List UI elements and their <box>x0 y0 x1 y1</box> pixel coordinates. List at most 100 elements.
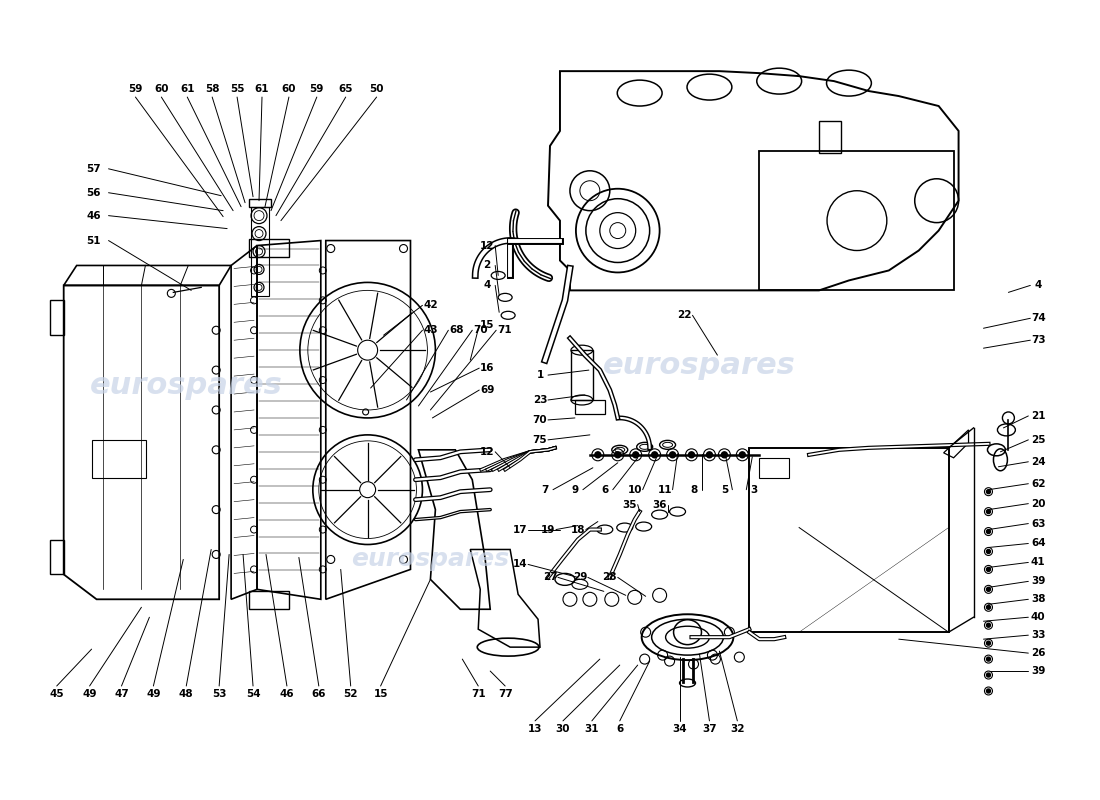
Circle shape <box>987 490 990 494</box>
Circle shape <box>632 452 639 458</box>
Circle shape <box>722 452 727 458</box>
Text: 9: 9 <box>571 485 579 494</box>
Text: 46: 46 <box>279 689 294 699</box>
Text: 1: 1 <box>537 370 543 380</box>
Text: 60: 60 <box>282 84 296 94</box>
Text: 5: 5 <box>720 485 728 494</box>
Circle shape <box>987 689 990 693</box>
Text: 18: 18 <box>571 525 585 534</box>
Text: 57: 57 <box>86 164 101 174</box>
Text: 61: 61 <box>180 84 195 94</box>
Text: 17: 17 <box>513 525 527 534</box>
Text: 71: 71 <box>471 689 485 699</box>
Text: 15: 15 <box>373 689 388 699</box>
Text: 25: 25 <box>1031 435 1045 445</box>
Text: 36: 36 <box>652 500 667 510</box>
Text: 70: 70 <box>473 326 487 335</box>
Text: 71: 71 <box>497 326 512 335</box>
Text: 52: 52 <box>343 689 358 699</box>
Text: 45: 45 <box>50 689 64 699</box>
Text: 48: 48 <box>179 689 194 699</box>
Text: 73: 73 <box>1031 335 1046 346</box>
Text: 22: 22 <box>678 310 692 320</box>
Text: 39: 39 <box>1031 666 1045 676</box>
Text: 2: 2 <box>484 261 491 270</box>
Bar <box>249 238 289 257</box>
Circle shape <box>987 567 990 571</box>
Text: eurospares: eurospares <box>351 547 509 571</box>
Text: 37: 37 <box>702 724 717 734</box>
Circle shape <box>987 641 990 645</box>
Text: 13: 13 <box>528 724 542 734</box>
Circle shape <box>987 673 990 677</box>
Text: 40: 40 <box>1031 612 1046 622</box>
Bar <box>759 151 954 290</box>
Text: 49: 49 <box>146 689 161 699</box>
Text: 23: 23 <box>532 395 548 405</box>
Text: 51: 51 <box>86 235 101 246</box>
Circle shape <box>651 452 658 458</box>
Circle shape <box>987 657 990 661</box>
Text: 65: 65 <box>339 84 353 94</box>
Circle shape <box>987 587 990 591</box>
Text: 4: 4 <box>484 280 491 290</box>
Bar <box>251 206 270 296</box>
Text: 30: 30 <box>556 724 570 734</box>
Text: 26: 26 <box>1031 648 1045 658</box>
Text: 16: 16 <box>480 363 495 373</box>
Circle shape <box>987 530 990 534</box>
Bar <box>749 448 948 632</box>
Text: 63: 63 <box>1031 518 1045 529</box>
Text: 33: 33 <box>1031 630 1045 640</box>
Text: 50: 50 <box>370 84 384 94</box>
Text: 68: 68 <box>449 326 463 335</box>
Bar <box>249 198 271 206</box>
Text: 46: 46 <box>86 210 101 221</box>
Text: 56: 56 <box>86 188 101 198</box>
Text: 34: 34 <box>672 724 686 734</box>
Text: 43: 43 <box>424 326 438 335</box>
Text: 39: 39 <box>1031 576 1045 586</box>
Bar <box>820 121 842 153</box>
Text: 66: 66 <box>311 689 326 699</box>
Text: 47: 47 <box>114 689 129 699</box>
Text: 74: 74 <box>1031 314 1046 323</box>
Text: 58: 58 <box>205 84 219 94</box>
Bar <box>571 350 593 400</box>
Circle shape <box>987 510 990 514</box>
Text: 59: 59 <box>129 84 143 94</box>
Text: eurospares: eurospares <box>90 370 283 399</box>
Text: 42: 42 <box>424 300 438 310</box>
Text: 32: 32 <box>730 724 745 734</box>
Text: 41: 41 <box>1031 558 1046 567</box>
Text: 21: 21 <box>1031 411 1045 421</box>
Text: 49: 49 <box>82 689 97 699</box>
Bar <box>575 400 605 414</box>
Text: 4: 4 <box>1035 280 1042 290</box>
Text: 69: 69 <box>480 385 494 395</box>
Text: 3: 3 <box>750 485 758 494</box>
Text: 27: 27 <box>542 572 558 582</box>
Bar <box>50 539 64 574</box>
Text: 59: 59 <box>309 84 324 94</box>
Text: eurospares: eurospares <box>603 350 796 380</box>
Text: 28: 28 <box>603 572 617 582</box>
Bar <box>91 440 146 478</box>
Text: 12: 12 <box>480 447 495 457</box>
Text: 75: 75 <box>532 435 548 445</box>
Text: 55: 55 <box>230 84 244 94</box>
Text: 29: 29 <box>573 572 587 582</box>
Text: 19: 19 <box>541 525 556 534</box>
Text: 35: 35 <box>623 500 637 510</box>
Circle shape <box>689 452 694 458</box>
Text: 15: 15 <box>480 320 495 330</box>
Circle shape <box>739 452 746 458</box>
Circle shape <box>987 606 990 610</box>
Circle shape <box>706 452 713 458</box>
Text: 70: 70 <box>532 415 548 425</box>
Text: 53: 53 <box>212 689 227 699</box>
Text: 64: 64 <box>1031 538 1046 549</box>
Text: 11: 11 <box>658 485 672 494</box>
Text: 38: 38 <box>1031 594 1045 604</box>
Text: 20: 20 <box>1031 498 1045 509</box>
